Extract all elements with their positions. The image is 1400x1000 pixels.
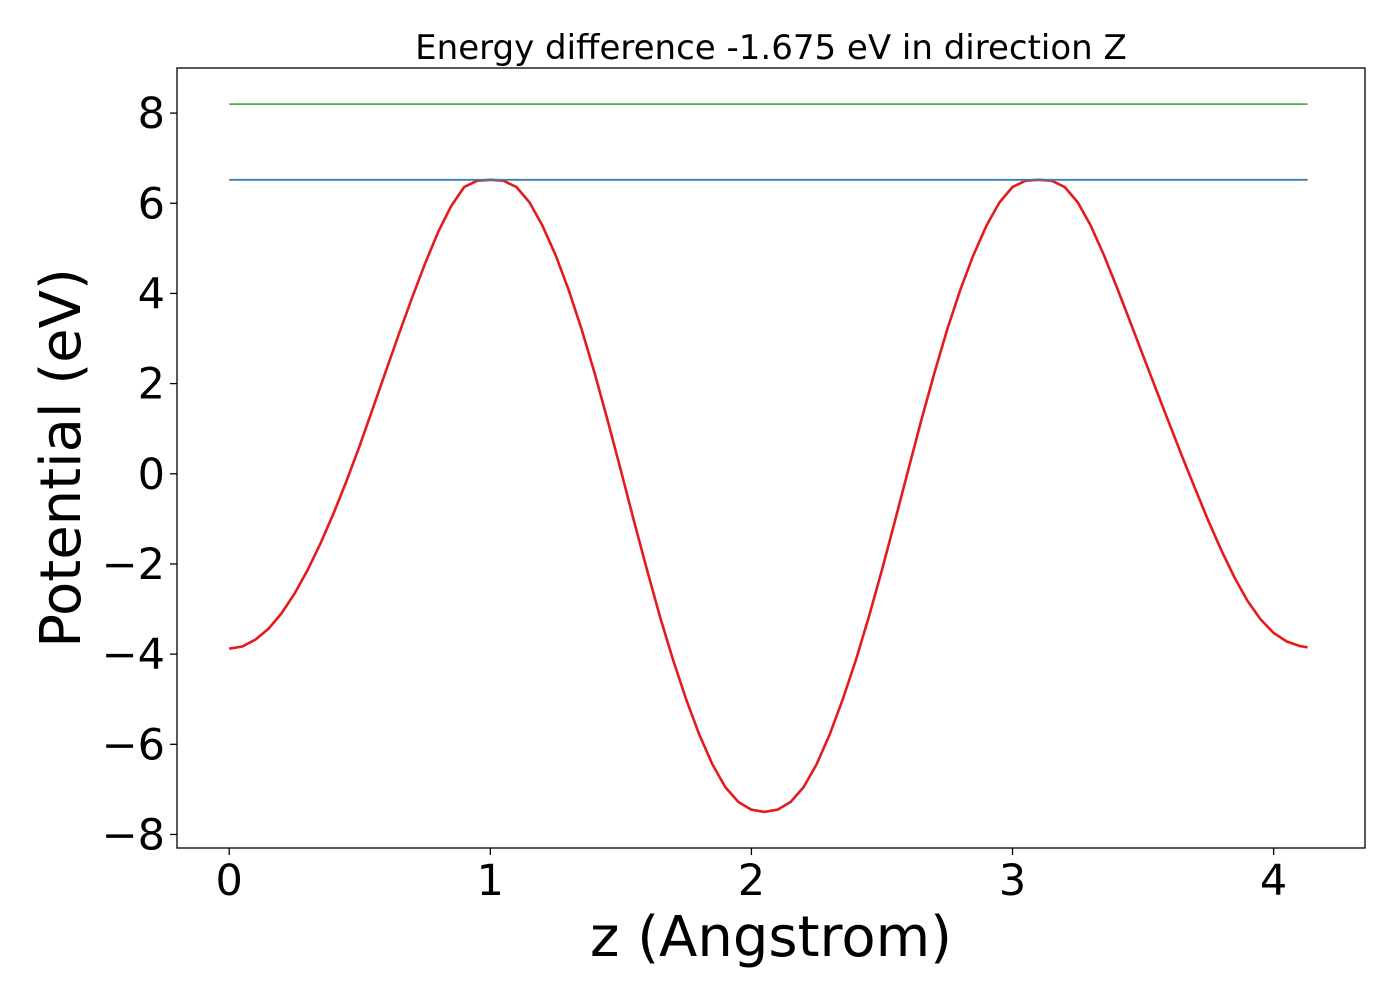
x-tick-label: 3	[999, 856, 1026, 906]
x-tick-label: 1	[477, 856, 504, 906]
y-tick-label: 4	[138, 269, 165, 319]
y-axis-label: Potential (eV)	[29, 268, 94, 648]
x-axis-ticks: 0 1 2 3 4	[216, 848, 1287, 906]
y-tick-label: −6	[102, 720, 165, 770]
y-tick-label: 2	[138, 360, 165, 410]
x-tick-label: 2	[738, 856, 765, 906]
y-tick-label: −2	[102, 540, 165, 590]
y-tick-label: 6	[138, 179, 165, 229]
y-tick-label: −8	[102, 810, 165, 860]
x-tick-label: 4	[1260, 856, 1287, 906]
series-line-0	[228, 178, 1308, 814]
plot-area-frame	[176, 67, 1366, 849]
y-tick-label: 0	[138, 450, 165, 500]
y-tick-label: 8	[138, 89, 165, 139]
series-layer	[228, 103, 1308, 814]
y-tick-label: −4	[102, 630, 165, 680]
x-tick-label: 0	[216, 856, 243, 906]
y-axis-ticks: −8 −6 −4 −2 0 2 4 6 8	[102, 89, 177, 860]
chart-title: Energy difference -1.675 eV in direction…	[415, 28, 1127, 68]
x-axis-label: z (Angstrom)	[590, 905, 952, 970]
